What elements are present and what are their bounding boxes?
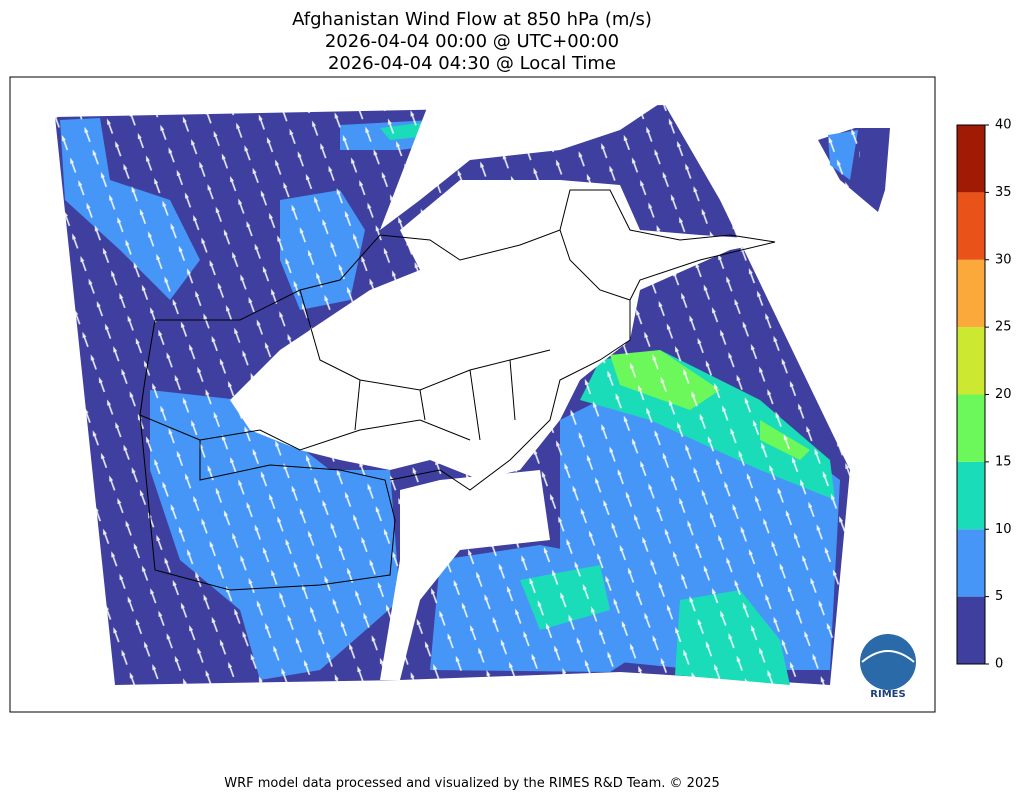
no-data-area [230, 180, 780, 480]
title-line: 2026-04-04 00:00 @ UTC+00:00 [325, 31, 619, 52]
tick-label: 10 [995, 522, 1012, 537]
tick-label: 15 [995, 454, 1012, 469]
colorbar: 0 5 10 15 20 25 30 35 40 [956, 118, 1012, 672]
tick-label: 0 [995, 657, 1003, 672]
tick-label: 40 [995, 118, 1012, 133]
colorbar-segment [957, 529, 985, 597]
map: RIMES [40, 100, 916, 700]
colorbar-segment [957, 327, 985, 395]
tick-label: 25 [995, 320, 1012, 335]
map-frame [9, 76, 936, 713]
tick-label: 5 [995, 589, 1003, 604]
tick-label: 30 [995, 252, 1012, 267]
colorbar-segment [957, 394, 985, 462]
colorbar-segment [957, 461, 985, 530]
title-line: 2026-04-04 04:30 @ Local Time [328, 53, 616, 74]
colorbar-segment [957, 596, 985, 664]
colorbar-segment [957, 192, 985, 260]
no-data-area [560, 180, 630, 235]
footer: WRF model data processed and visualized … [224, 776, 720, 791]
no-data-area [380, 100, 665, 230]
no-data-area [380, 470, 550, 680]
title-line: Afghanistan Wind Flow at 850 hPa (m/s) [292, 9, 652, 30]
colorbar-segment [957, 125, 985, 193]
colorbar-segment [957, 259, 985, 328]
logo: RIMES [860, 634, 916, 700]
borders [139, 189, 776, 591]
logo-text: RIMES [870, 689, 905, 700]
tick-label: 35 [995, 185, 1012, 200]
tick-label: 20 [995, 387, 1012, 402]
